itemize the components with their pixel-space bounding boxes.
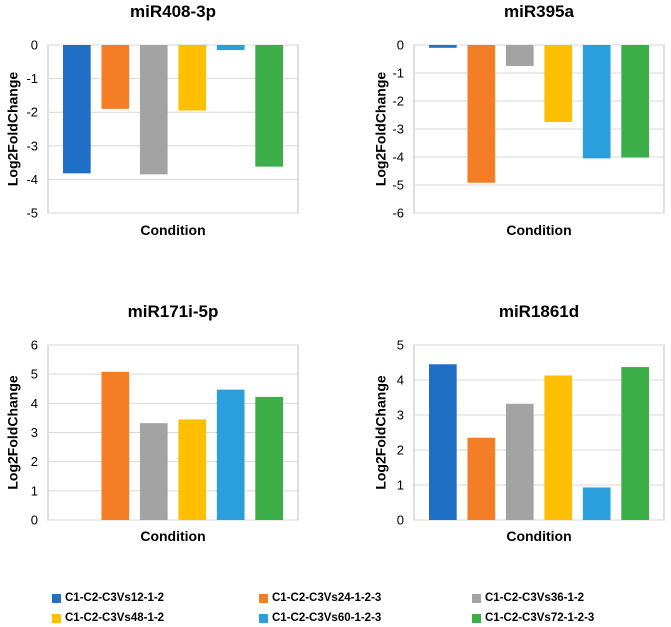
y-tick-label: 2 xyxy=(397,443,404,458)
y-axis-label: Log2FoldChange xyxy=(5,72,21,187)
bar xyxy=(544,45,573,122)
y-tick-label: 0 xyxy=(31,513,38,528)
bar xyxy=(621,45,649,158)
chart-panel: 0 1 2 3 4 5 miR1861d Condition Log2FoldChange xyxy=(373,302,665,544)
bar xyxy=(101,371,130,520)
chart-panel: 0 -1 -2 -3 -4 -5 miR408-3p Condition Log2FoldCha… xyxy=(5,2,299,238)
legend-item: C1-C2-C3Vs36-1-2 xyxy=(472,590,584,606)
x-axis-label: Condition xyxy=(140,528,205,544)
bar xyxy=(139,423,168,520)
y-tick-label: -6 xyxy=(392,206,404,221)
bar xyxy=(621,367,649,520)
y-tick-label: -3 xyxy=(26,138,38,153)
legend: C1-C2-C3Vs12-1-2 C1-C2-C3Vs24-1-2-3 C1-C… xyxy=(0,590,671,627)
legend-swatch xyxy=(259,593,268,603)
y-tick-label: -1 xyxy=(26,71,38,86)
y-tick-label: 5 xyxy=(31,367,38,382)
legend-swatch xyxy=(259,613,268,623)
legend-label: C1-C2-C3Vs12-1-2 xyxy=(65,592,165,604)
y-tick-label: -1 xyxy=(392,66,404,81)
bar xyxy=(255,396,283,520)
bar xyxy=(216,45,245,51)
legend-swatch xyxy=(52,593,61,603)
legend-label: C1-C2-C3Vs36-1-2 xyxy=(485,592,585,604)
bar xyxy=(544,375,573,520)
bar xyxy=(467,45,496,183)
bar xyxy=(255,45,283,167)
y-tick-label: -4 xyxy=(26,172,38,187)
bar xyxy=(582,45,611,159)
y-tick-label: 3 xyxy=(31,425,38,440)
y-tick-label: -5 xyxy=(26,206,38,221)
bar xyxy=(582,487,611,520)
bar xyxy=(63,45,91,174)
y-axis-label: Log2FoldChange xyxy=(373,72,389,187)
chart-title: miR395a xyxy=(504,2,574,21)
y-axis-label: Log2FoldChange xyxy=(5,375,21,490)
y-tick-label: 3 xyxy=(397,408,404,423)
legend-item: C1-C2-C3Vs60-1-2-3 xyxy=(259,610,381,626)
y-tick-label: -2 xyxy=(392,94,404,109)
y-tick-label: 4 xyxy=(397,373,404,388)
y-tick-label: -5 xyxy=(392,178,404,193)
legend-item: C1-C2-C3Vs24-1-2-3 xyxy=(259,590,381,606)
chart-panel: 0 1 2 3 4 5 6 miR171i-5p Condition Log2FoldChange xyxy=(5,302,299,544)
y-tick-label: 0 xyxy=(397,513,404,528)
bar xyxy=(216,389,245,520)
legend-label: C1-C2-C3Vs72-1-2-3 xyxy=(485,612,595,624)
y-tick-label: 1 xyxy=(397,478,404,493)
legend-swatch xyxy=(52,613,61,623)
bar xyxy=(467,437,496,520)
legend-label: C1-C2-C3Vs60-1-2-3 xyxy=(272,612,382,624)
y-tick-label: -4 xyxy=(392,150,404,165)
bar xyxy=(505,403,534,520)
bar xyxy=(429,45,457,48)
legend-label: C1-C2-C3Vs24-1-2-3 xyxy=(272,592,382,604)
bar xyxy=(101,45,130,109)
x-axis-label: Condition xyxy=(506,528,571,544)
legend-item: C1-C2-C3Vs12-1-2 xyxy=(52,590,164,606)
bar xyxy=(178,45,207,111)
legend-item: C1-C2-C3Vs48-1-2 xyxy=(52,610,164,626)
y-tick-label: 0 xyxy=(31,38,38,53)
chart-title: miR408-3p xyxy=(130,2,216,21)
chart-title: miR171i-5p xyxy=(128,302,219,321)
y-tick-label: 4 xyxy=(31,396,38,411)
bar xyxy=(505,45,534,66)
x-axis-label: Condition xyxy=(506,222,571,238)
bar xyxy=(139,45,168,175)
x-axis-label: Condition xyxy=(140,222,205,238)
legend-label: C1-C2-C3Vs48-1-2 xyxy=(65,612,165,624)
legend-swatch xyxy=(472,593,481,603)
y-tick-label: 1 xyxy=(31,483,38,498)
y-tick-label: 6 xyxy=(31,338,38,353)
y-tick-label: -3 xyxy=(392,122,404,137)
y-tick-label: 2 xyxy=(31,454,38,469)
bar xyxy=(178,419,207,520)
legend-swatch xyxy=(472,613,481,623)
chart-panel: 0 -1 -2 -3 -4 -5 -6 miR395a Condition Log2FoldCha… xyxy=(373,2,665,238)
y-tick-label: 0 xyxy=(397,38,404,53)
y-tick-label: -2 xyxy=(26,105,38,120)
chart-title: miR1861d xyxy=(499,302,579,321)
y-tick-label: 5 xyxy=(397,338,404,353)
legend-item: C1-C2-C3Vs72-1-2-3 xyxy=(472,610,594,626)
y-axis-label: Log2FoldChange xyxy=(373,375,389,490)
bar xyxy=(429,364,457,520)
